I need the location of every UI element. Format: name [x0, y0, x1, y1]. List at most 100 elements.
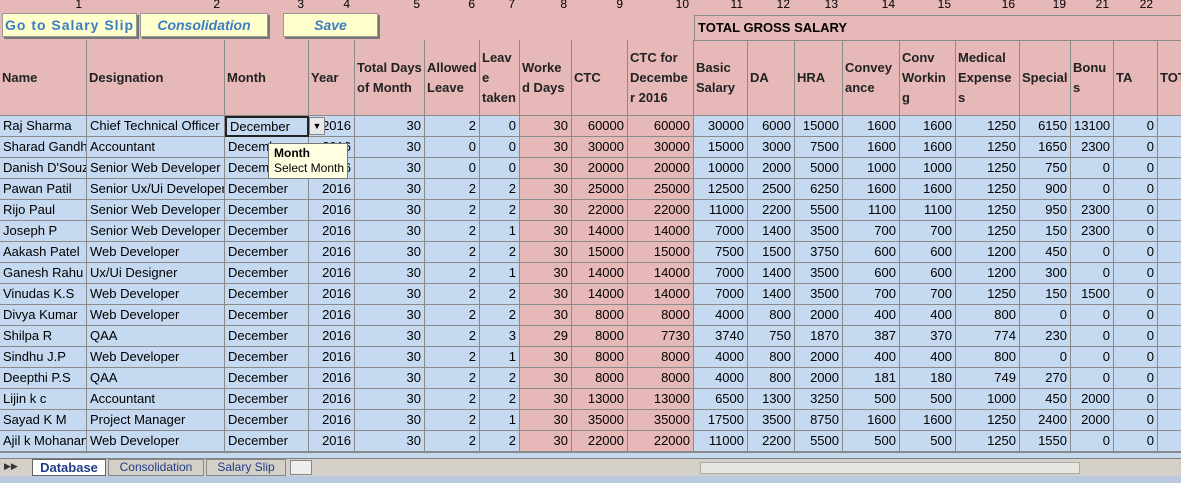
number-cell: 1000: [900, 158, 956, 179]
number-cell: 35000: [628, 410, 694, 431]
empty-cell: [1158, 137, 1181, 158]
text-cell: Web Developer: [87, 242, 225, 263]
number-cell: 14000: [628, 221, 694, 242]
number-cell: 1200: [956, 263, 1020, 284]
number-cell: 3500: [795, 221, 843, 242]
number-cell: 2: [425, 389, 480, 410]
number-cell: 0: [1071, 305, 1114, 326]
number-cell: 30000: [572, 137, 628, 158]
number-cell: 6150: [1020, 116, 1071, 137]
number-cell: 30: [520, 263, 572, 284]
text-cell: Joseph P: [0, 221, 87, 242]
number-cell: 8000: [572, 368, 628, 389]
number-cell: 3750: [795, 242, 843, 263]
column-number: 4: [343, 0, 350, 11]
number-cell: 14000: [572, 221, 628, 242]
sheet-tab[interactable]: Salary Slip: [206, 459, 286, 476]
number-cell: 0: [480, 158, 520, 179]
h-scrollbar[interactable]: [700, 462, 1080, 474]
text-cell[interactable]: December: [225, 368, 309, 389]
empty-cell: [1158, 305, 1181, 326]
sheet-tab[interactable]: Consolidation: [108, 459, 204, 476]
text-cell[interactable]: December: [225, 221, 309, 242]
text-cell[interactable]: December: [225, 179, 309, 200]
text-cell[interactable]: December: [225, 116, 309, 137]
number-cell: 2: [480, 284, 520, 305]
column-number: 14: [881, 0, 895, 11]
number-cell: 3500: [795, 284, 843, 305]
column-header: Bonus: [1071, 40, 1114, 116]
number-cell: 0: [1114, 137, 1158, 158]
number-cell: 1600: [843, 179, 900, 200]
button[interactable]: Go to Salary Slip: [2, 13, 137, 37]
number-cell: 750: [1020, 158, 1071, 179]
text-cell: Accountant: [87, 137, 225, 158]
number-cell: 0: [425, 137, 480, 158]
number-cell: 1250: [956, 179, 1020, 200]
text-cell[interactable]: December: [225, 284, 309, 305]
number-cell: 2: [480, 305, 520, 326]
text-cell: Senior Web Developer: [87, 200, 225, 221]
text-cell[interactable]: December: [225, 200, 309, 221]
number-cell: 1600: [900, 179, 956, 200]
number-cell: 600: [900, 242, 956, 263]
number-cell: 750: [748, 326, 795, 347]
number-cell: 1500: [748, 242, 795, 263]
number-cell: 700: [843, 284, 900, 305]
number-cell: 749: [956, 368, 1020, 389]
text-cell[interactable]: December: [225, 263, 309, 284]
number-cell: 3500: [795, 263, 843, 284]
number-cell: 2300: [1071, 200, 1114, 221]
text-cell[interactable]: December: [225, 242, 309, 263]
number-cell: 1: [480, 221, 520, 242]
number-cell: 14000: [628, 263, 694, 284]
number-cell: 30: [520, 116, 572, 137]
empty-cell: [1158, 179, 1181, 200]
number-cell: 300: [1020, 263, 1071, 284]
number-cell: 2016: [309, 284, 355, 305]
number-cell: 1600: [843, 410, 900, 431]
number-cell: 35000: [572, 410, 628, 431]
number-cell: 17500: [694, 410, 748, 431]
number-cell: 11000: [694, 431, 748, 452]
number-cell: 0: [1114, 410, 1158, 431]
empty-cell: [1158, 158, 1181, 179]
text-cell[interactable]: December: [225, 410, 309, 431]
number-cell: 0: [1114, 284, 1158, 305]
tooltip: Month Select Month: [268, 143, 348, 179]
text-cell[interactable]: December: [225, 431, 309, 452]
text-cell[interactable]: December: [225, 389, 309, 410]
column-header: Total Days of Month: [355, 40, 425, 116]
number-cell: 25000: [628, 179, 694, 200]
empty-cell: [1158, 200, 1181, 221]
number-cell: 2: [425, 116, 480, 137]
button[interactable]: Save: [283, 13, 378, 37]
sheet-tab[interactable]: Database: [32, 459, 106, 476]
number-cell: 8000: [628, 305, 694, 326]
number-cell: 270: [1020, 368, 1071, 389]
text-cell[interactable]: December: [225, 326, 309, 347]
text-cell[interactable]: December: [225, 347, 309, 368]
number-cell: 370: [900, 326, 956, 347]
number-cell: 1: [480, 263, 520, 284]
number-cell: 8000: [572, 347, 628, 368]
number-cell: 15000: [628, 242, 694, 263]
number-cell: 30: [520, 347, 572, 368]
column-header: Allowed Leave: [425, 40, 480, 116]
dropdown-arrow[interactable]: ▼: [309, 117, 325, 135]
number-cell: 30: [355, 263, 425, 284]
number-cell: 2016: [309, 221, 355, 242]
text-cell[interactable]: December: [225, 305, 309, 326]
button[interactable]: Consolidation: [140, 13, 268, 37]
text-cell: Accountant: [87, 389, 225, 410]
number-cell: 15000: [572, 242, 628, 263]
number-cell: 400: [843, 305, 900, 326]
number-cell: 30: [355, 347, 425, 368]
number-cell: 1600: [900, 137, 956, 158]
number-cell: 14000: [572, 284, 628, 305]
tab-scroll[interactable]: ▶▶: [4, 461, 18, 471]
number-cell: 1: [480, 410, 520, 431]
number-cell: 387: [843, 326, 900, 347]
number-cell: 2300: [1071, 221, 1114, 242]
new-sheet[interactable]: [290, 460, 312, 475]
